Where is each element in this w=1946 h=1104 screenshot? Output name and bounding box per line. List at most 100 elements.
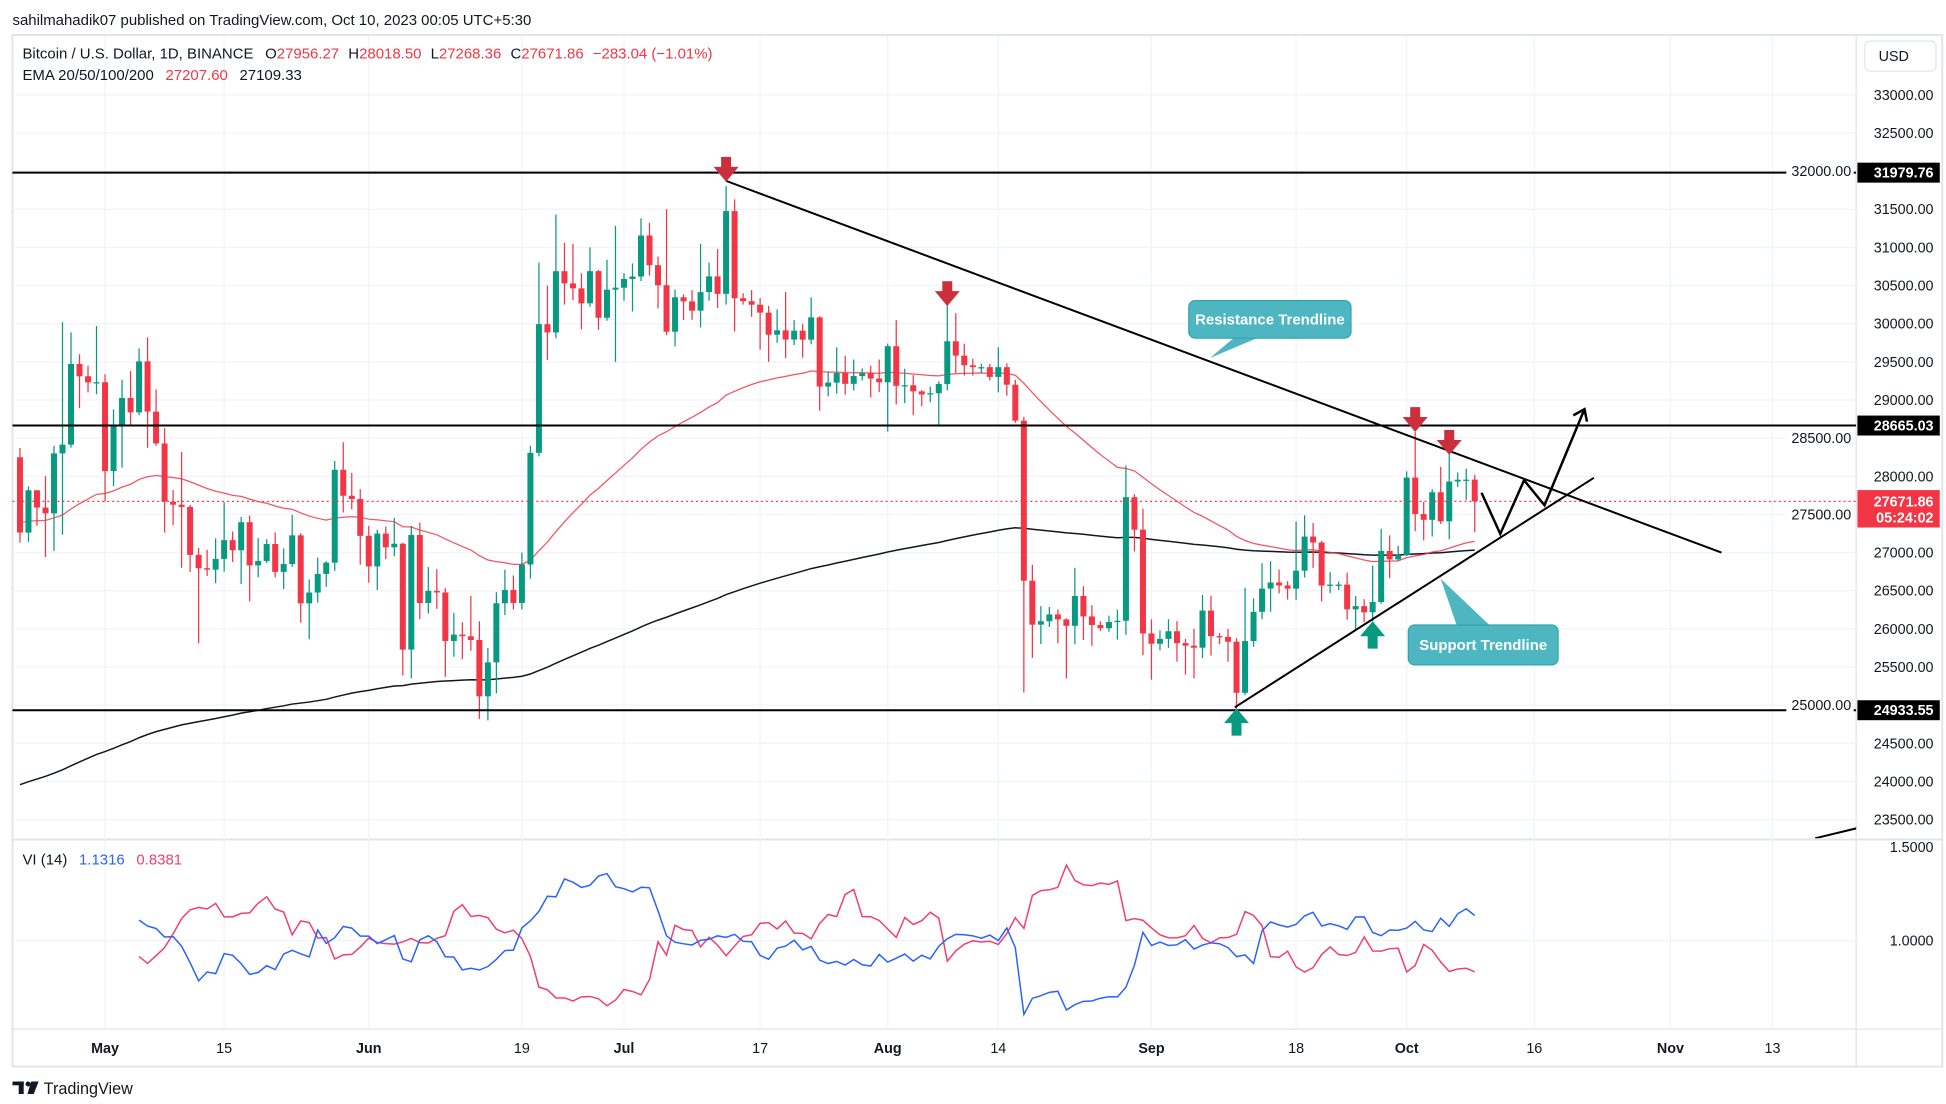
price-tick-bg xyxy=(1786,505,1854,524)
candle-body xyxy=(110,425,117,472)
candle-up xyxy=(927,386,934,403)
candle-up xyxy=(136,348,143,416)
candle-down xyxy=(42,476,49,557)
price-axis[interactable]: 33000.00 32500.00 32000.00 31500.00 31000.00… xyxy=(1786,88,1940,950)
candle-up xyxy=(859,368,866,381)
time-axis[interactable]: May 15 Jun 19 Jul 17 Aug 14 Sep 18 Oct 16 Nov 13 xyxy=(91,1041,1780,1057)
candle-body xyxy=(833,372,840,383)
candle-up xyxy=(1335,581,1342,591)
candle-up xyxy=(1046,606,1053,627)
candle-body xyxy=(1148,633,1155,644)
candle-up xyxy=(425,567,432,614)
candle-body xyxy=(204,568,211,570)
candle-body xyxy=(757,304,764,313)
candle-body xyxy=(280,564,287,572)
candle-body xyxy=(527,452,534,565)
arrow-down-icon xyxy=(934,281,960,307)
symbol-legend[interactable]: Bitcoin / U.S. Dollar, 1D, BINANCE O2795… xyxy=(22,46,712,84)
candle-body xyxy=(1412,477,1419,515)
candle-body xyxy=(1105,622,1112,629)
trendline-fragment[interactable] xyxy=(1814,827,1861,839)
candle-down xyxy=(918,390,925,407)
candle-down xyxy=(1420,501,1427,541)
candle-up xyxy=(1267,561,1274,612)
candle-down xyxy=(1216,633,1223,645)
arrow-down-icon xyxy=(1436,429,1462,455)
arrow-head-icon xyxy=(1572,407,1589,422)
candle-down xyxy=(1225,628,1232,662)
candle-down xyxy=(961,343,968,376)
candle-down xyxy=(467,595,474,651)
price-tick-label: 24000.00 xyxy=(1874,774,1934,790)
candle-down xyxy=(187,504,194,572)
projected-path[interactable] xyxy=(1480,408,1586,537)
candle-down xyxy=(816,316,823,411)
candle-body xyxy=(595,271,602,318)
candle-body xyxy=(663,285,670,332)
level-tag-bg xyxy=(1857,162,1940,183)
candle-up xyxy=(672,289,679,347)
candle-body xyxy=(774,330,781,335)
resistance-trendline[interactable] xyxy=(725,179,1722,554)
candle-body xyxy=(246,522,253,566)
candle-up xyxy=(603,259,610,321)
candle-body xyxy=(680,297,687,302)
candle-down xyxy=(1361,599,1368,623)
candle-up xyxy=(1429,489,1436,537)
candle-down xyxy=(1276,569,1283,594)
ema-legend[interactable]: EMA 20/50/100/200 27207.60 27109.33 xyxy=(22,67,301,84)
candle-body xyxy=(1191,645,1197,648)
tradingview-logo[interactable]: TradingView xyxy=(12,1080,133,1098)
candle-up xyxy=(1369,565,1376,622)
candle-up xyxy=(221,502,228,572)
candle-down xyxy=(1097,621,1104,632)
candle-up xyxy=(1403,471,1410,557)
candle-down xyxy=(161,428,168,533)
price-tick-label: 33000.00 xyxy=(1874,88,1934,104)
resistance-trendline-note[interactable]: Resistance Trendline xyxy=(1188,300,1352,359)
candle-down xyxy=(85,365,92,393)
candle-down xyxy=(1310,523,1317,568)
price-tick-label: 28500.00 xyxy=(1791,431,1851,447)
candle-body xyxy=(1165,631,1172,639)
candle-up xyxy=(1446,454,1453,540)
candle-body xyxy=(544,324,551,333)
symbol-name: Bitcoin / U.S. Dollar, 1D, BINANCE xyxy=(22,46,253,63)
candle-up xyxy=(1327,572,1334,594)
tradingview-logo-icon xyxy=(12,1081,39,1095)
level-price-tag: 24933.55 xyxy=(1857,700,1940,721)
candle-body xyxy=(918,391,925,395)
current-price-bg xyxy=(1857,490,1940,528)
candle-down xyxy=(1054,609,1061,644)
candle-up xyxy=(723,186,730,305)
candle-down xyxy=(416,522,423,620)
candle-body xyxy=(416,535,423,604)
candle-body xyxy=(1173,631,1180,644)
vi-legend[interactable]: VI (14) 1.1316 0.8381 xyxy=(22,851,182,868)
candle-up xyxy=(263,539,270,564)
candle-body xyxy=(842,372,849,384)
support-trendline[interactable] xyxy=(1234,476,1595,709)
candle-up xyxy=(1301,515,1308,578)
candle-down xyxy=(765,305,772,362)
candle-up xyxy=(833,347,840,394)
candle-body xyxy=(1471,479,1478,502)
candle-body xyxy=(1037,621,1044,625)
candle-body xyxy=(1420,514,1427,520)
candle-down xyxy=(365,525,372,583)
candle-body xyxy=(1182,643,1189,646)
candle-body xyxy=(1199,610,1206,648)
currency-button[interactable]: USD xyxy=(1864,40,1937,72)
level-tag-bg xyxy=(1857,415,1940,436)
candle-up xyxy=(825,371,832,397)
candle-body xyxy=(1378,550,1385,603)
candle-up xyxy=(1037,606,1044,645)
candle-up xyxy=(978,363,985,373)
candle-down xyxy=(33,490,40,526)
candle-body xyxy=(16,457,23,533)
candle-down xyxy=(569,243,576,301)
candle-body xyxy=(425,590,432,604)
candle-down xyxy=(382,526,389,560)
candle-down xyxy=(578,273,585,330)
